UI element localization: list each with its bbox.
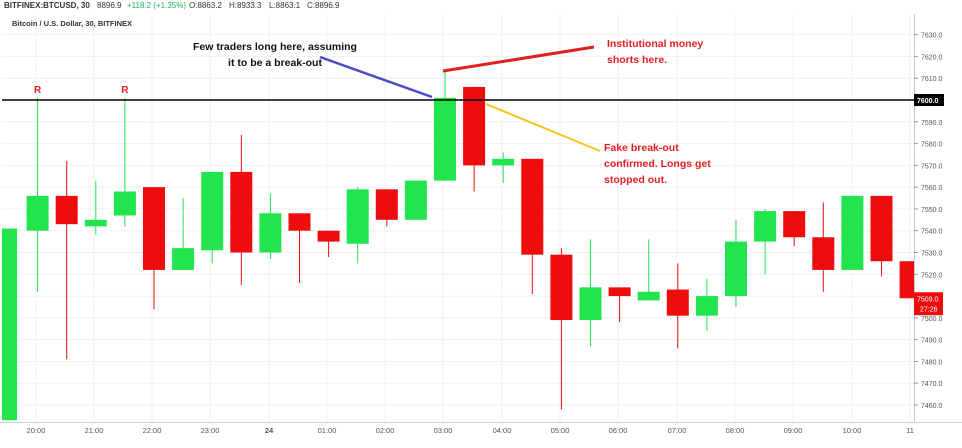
annotation-line-text: shorts here. xyxy=(607,54,667,66)
price-tick-label: 7480.0 xyxy=(921,359,943,366)
candle-body xyxy=(695,296,718,316)
price-tick-label: 7540.0 xyxy=(921,229,943,236)
time-tick-label: 24 xyxy=(265,426,274,435)
annotation-line-fake xyxy=(485,103,601,152)
candle-body xyxy=(463,86,486,166)
candle-body xyxy=(201,171,224,251)
price-tick-label: 7590.0 xyxy=(921,120,943,127)
annotation-line-text: Institutional money xyxy=(607,38,703,50)
candle-body xyxy=(841,195,864,270)
time-tick-label: 03:00 xyxy=(434,426,453,435)
candle-body xyxy=(172,248,195,270)
candle-body xyxy=(113,191,136,216)
annotation-line-text: Fake break-out xyxy=(604,142,679,154)
price-tick-label: 7620.0 xyxy=(921,54,943,61)
candle-body xyxy=(754,211,777,242)
price-tick-label: 7460.0 xyxy=(921,403,943,410)
time-tick-label: 05:00 xyxy=(551,426,570,435)
time-tick-label: 07:00 xyxy=(668,426,687,435)
candle-body xyxy=(899,261,914,299)
time-tick-label: 10:00 xyxy=(843,426,862,435)
candle-body xyxy=(579,287,602,321)
horizontal-line-tag-text: 7600.0 xyxy=(917,98,939,105)
candle-body xyxy=(521,158,544,255)
candle-body xyxy=(26,195,49,231)
candle-body xyxy=(55,195,78,225)
candle-body xyxy=(375,189,398,220)
candle-body xyxy=(870,195,893,262)
overlay-lines xyxy=(2,45,914,152)
time-tick-label: 08:00 xyxy=(726,426,745,435)
annotation-line-longs xyxy=(319,55,433,99)
candle-body xyxy=(725,241,747,297)
candle-body xyxy=(492,158,515,166)
annotation-institutional: Institutional money shorts here. xyxy=(607,38,703,66)
annotation-line-institutional xyxy=(442,45,595,73)
annotation-longs: Few traders long here, assuming it to be … xyxy=(193,41,357,69)
price-tick-label: 7630.0 xyxy=(921,33,943,40)
candle-body xyxy=(259,213,282,253)
time-tick-label: 20:00 xyxy=(27,426,46,435)
candle-body xyxy=(812,237,835,270)
time-tick-label: 23:00 xyxy=(201,426,220,435)
candles xyxy=(2,71,914,421)
candle-body xyxy=(434,97,456,181)
annotation-line-text: Few traders long here, assuming xyxy=(193,41,357,53)
candle-body xyxy=(608,287,631,297)
chart-header: BITFINEX:BTCUSD, 30 8896.9 +118.2 (+1.35… xyxy=(0,0,962,12)
price-tick-label: 7470.0 xyxy=(921,381,943,388)
price-tick-label: 7610.0 xyxy=(921,76,943,83)
chart-title: Bitcoin / U.S. Dollar, 30, BITFINEX xyxy=(12,19,132,28)
price-tick-label: 7560.0 xyxy=(921,185,943,192)
low-value: L:8863.1 xyxy=(269,1,301,10)
price-tick-label: 7570.0 xyxy=(921,163,943,170)
candle-body xyxy=(288,213,311,231)
open-value: O:8863.2 xyxy=(189,1,222,10)
candle-body xyxy=(666,289,689,316)
symbol-label: BITFINEX:BTCUSD, 30 xyxy=(4,1,90,10)
candle-body xyxy=(143,187,165,270)
axes: 7460.07470.07480.07490.07500.07510.07520… xyxy=(0,14,962,435)
price-tick-label: 7520.0 xyxy=(921,272,943,279)
last-price-tag xyxy=(914,292,943,316)
candle-body xyxy=(637,291,660,301)
annotations: R R Few traders long here, assuming it to b… xyxy=(34,38,711,186)
time-tick-label: 22:00 xyxy=(143,426,162,435)
resistance-marker: R xyxy=(121,85,129,96)
candle-body xyxy=(404,180,427,220)
grid xyxy=(2,14,914,422)
price-tick-label: 7530.0 xyxy=(921,251,943,258)
time-tick-label: 02:00 xyxy=(376,426,395,435)
time-tick-label: 11 xyxy=(906,426,914,435)
close-value: C:8896.9 xyxy=(307,1,340,10)
time-tick-label: 09:00 xyxy=(784,426,803,435)
candle-body xyxy=(84,219,107,227)
price-tick-label: 7500.0 xyxy=(921,316,943,323)
time-tick-label: 21:00 xyxy=(85,426,104,435)
price-tick-label: 7550.0 xyxy=(921,207,943,214)
time-tick-label: 01:00 xyxy=(318,426,337,435)
change-value: +118.2 (+1.35%) xyxy=(127,1,187,10)
price-tick-label: 7490.0 xyxy=(921,338,943,345)
time-tick-label: 04:00 xyxy=(493,426,512,435)
candle-body xyxy=(230,171,253,253)
annotation-line-text: confirmed. Longs get xyxy=(604,158,711,170)
annotation-fake: Fake break-out confirmed. Longs get stoppe… xyxy=(604,142,711,186)
horizontal-line-tag xyxy=(914,94,944,106)
candle-body xyxy=(346,189,369,244)
candle-body xyxy=(550,254,573,321)
annotation-line-text: it to be a break-out xyxy=(228,57,322,69)
last-price-tag-text: 7509.0 xyxy=(917,296,939,303)
candle-body xyxy=(783,211,806,238)
candle-body xyxy=(317,230,340,242)
resistance-marker: R xyxy=(34,85,42,96)
candle-body xyxy=(2,228,17,421)
annotation-line-text: stopped out. xyxy=(604,174,667,186)
price-tick-label: 7580.0 xyxy=(921,142,943,149)
last-price-countdown: 27:26 xyxy=(920,306,938,313)
high-value: H:8933.3 xyxy=(229,1,262,10)
last-price-value: 8896.9 xyxy=(97,1,122,10)
time-tick-label: 06:00 xyxy=(609,426,628,435)
